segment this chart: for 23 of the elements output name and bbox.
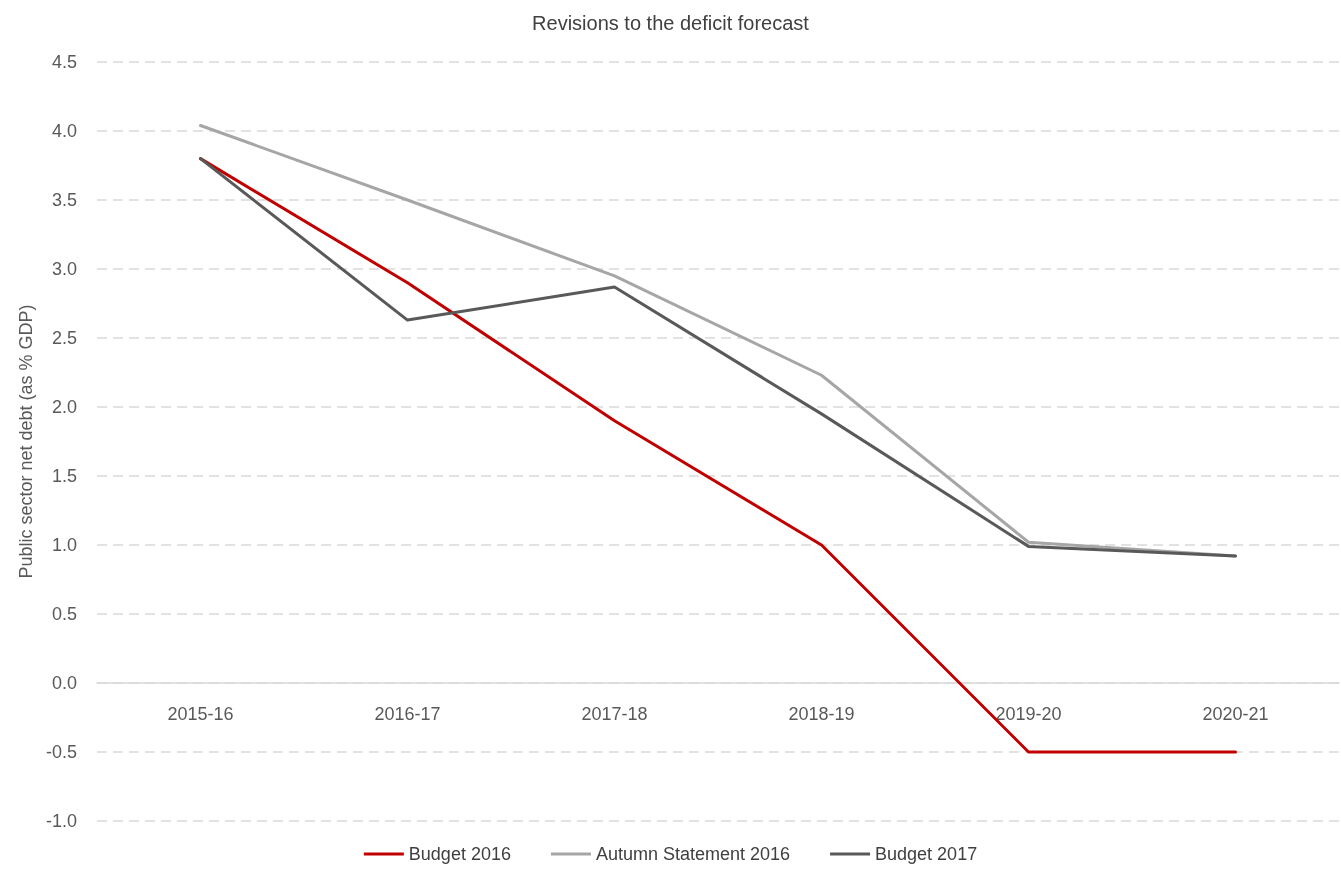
x-tick-label: 2019-20	[995, 704, 1062, 724]
y-tick-label: 3.5	[51, 190, 77, 210]
legend-label: Budget 2017	[875, 844, 978, 864]
y-tick-label: 3.0	[51, 259, 77, 279]
y-tick-label: 1.5	[51, 466, 77, 486]
y-tick-label: 0.5	[51, 604, 77, 624]
y-tick-label: 1.0	[51, 535, 77, 555]
y-tick-label: 2.0	[51, 397, 77, 417]
chart-title: Revisions to the deficit forecast	[532, 12, 810, 34]
legend-label: Budget 2016	[408, 844, 511, 864]
legend-label: Autumn Statement 2016	[595, 844, 791, 864]
y-tick-label: -0.5	[45, 742, 77, 762]
x-tick-label: 2015-16	[167, 704, 234, 724]
y-tick-label: -1.0	[45, 811, 77, 831]
x-tick-label: 2020-21	[1202, 704, 1269, 724]
x-tick-label: 2017-18	[581, 704, 648, 724]
y-tick-label: 4.5	[51, 52, 77, 72]
y-tick-label: 4.0	[51, 121, 77, 141]
y-axis-title: Public sector net debt (as % GDP)	[16, 304, 37, 579]
x-tick-label: 2018-19	[788, 704, 855, 724]
y-tick-label: 0.0	[51, 673, 77, 693]
y-tick-label: 2.5	[51, 328, 77, 348]
x-tick-label: 2016-17	[374, 704, 441, 724]
